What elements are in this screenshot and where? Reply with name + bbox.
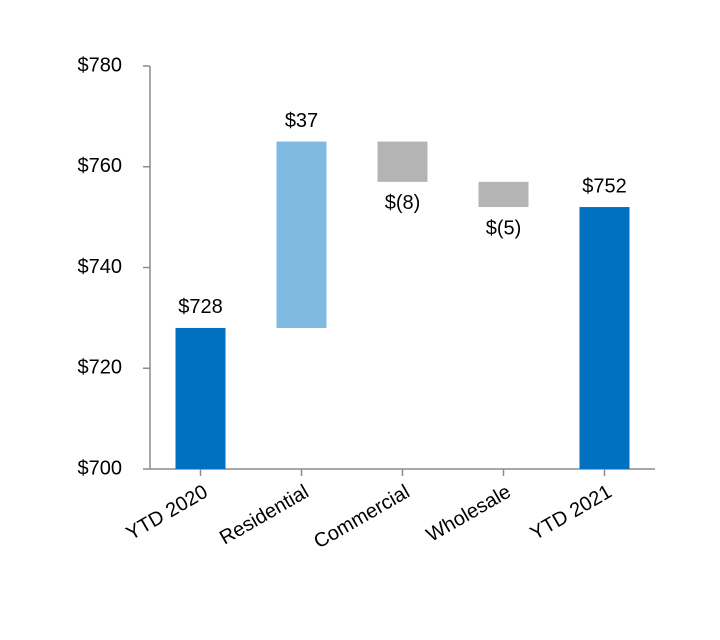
- data-label: $37: [285, 110, 318, 132]
- bar: [276, 141, 327, 328]
- data-label: $(5): [486, 217, 522, 239]
- x-tick-label: Wholesale: [423, 481, 515, 547]
- bar: [377, 141, 428, 182]
- x-tick-label: Commercial: [310, 481, 413, 553]
- y-tick-label: $700: [78, 457, 123, 479]
- bar: [579, 207, 630, 470]
- y-tick-label: $760: [78, 155, 123, 177]
- x-tick-label: Residential: [216, 481, 313, 550]
- y-tick-label: $780: [78, 54, 123, 76]
- x-tick-label: YTD 2020: [123, 481, 212, 545]
- bar: [478, 181, 529, 208]
- y-tick-label: $720: [78, 357, 123, 379]
- data-label: $752: [582, 175, 627, 197]
- data-label: $(8): [385, 192, 421, 214]
- data-label: $728: [178, 296, 223, 318]
- x-tick-label: YTD 2021: [527, 481, 616, 545]
- y-tick-label: $740: [78, 256, 123, 278]
- bar: [175, 327, 226, 469]
